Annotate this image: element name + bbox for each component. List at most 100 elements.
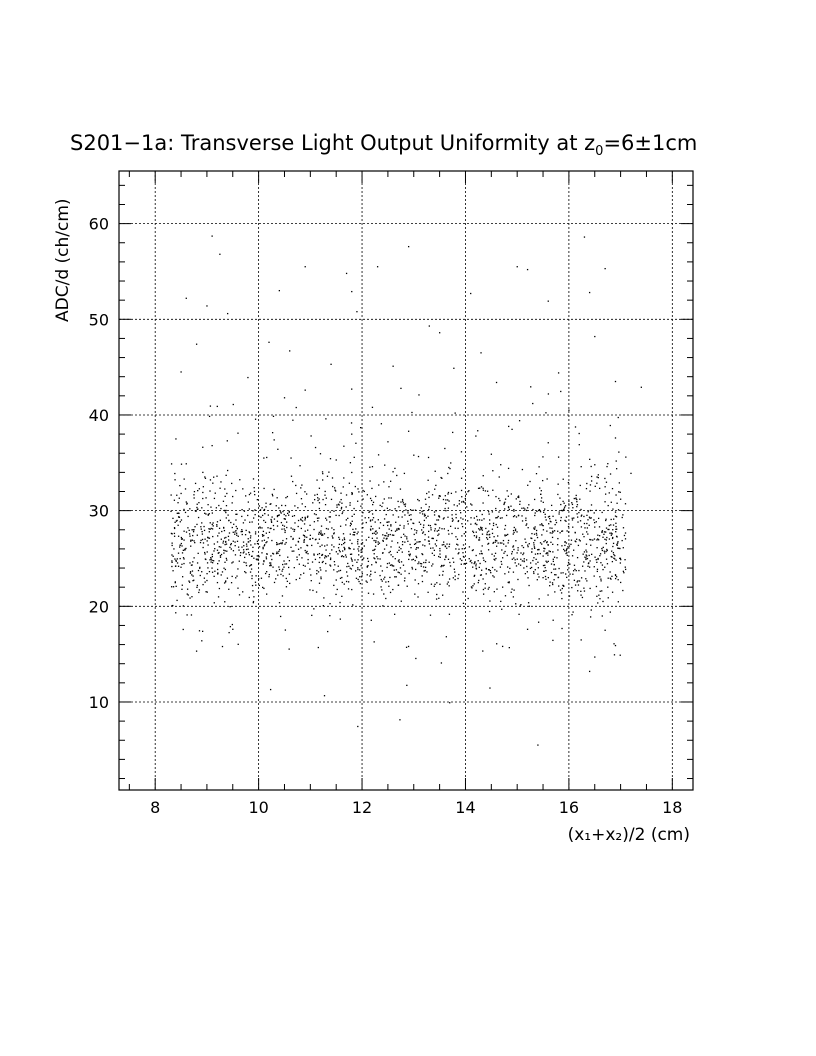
data-point: [594, 526, 596, 528]
data-point: [280, 542, 282, 544]
data-point: [270, 562, 272, 564]
data-point: [241, 508, 243, 511]
data-point: [468, 558, 470, 560]
data-point: [295, 406, 297, 409]
data-point: [449, 702, 451, 704]
data-point: [250, 535, 252, 537]
data-point: [270, 555, 272, 557]
data-point: [413, 522, 415, 525]
data-point: [533, 546, 536, 548]
data-point: [475, 565, 477, 567]
data-point: [190, 539, 192, 541]
data-point: [588, 670, 591, 673]
data-point: [237, 432, 239, 434]
data-point: [329, 458, 332, 460]
data-point: [404, 541, 406, 543]
data-point: [422, 526, 425, 529]
data-point: [387, 441, 389, 443]
data-point: [514, 529, 517, 532]
data-point: [360, 505, 362, 507]
data-point: [171, 565, 173, 568]
y-tick-label: 40: [89, 406, 109, 425]
data-point: [219, 519, 222, 521]
data-point: [401, 551, 403, 553]
data-point: [247, 514, 249, 517]
data-point: [244, 534, 247, 536]
data-point: [424, 539, 426, 541]
data-point: [480, 550, 482, 552]
data-point: [407, 510, 409, 512]
data-point: [259, 526, 261, 528]
data-point: [544, 548, 546, 550]
data-point: [396, 510, 398, 512]
data-point: [617, 547, 619, 549]
data-point: [557, 372, 560, 374]
data-point: [500, 560, 502, 563]
data-point: [328, 471, 330, 473]
data-point: [553, 530, 556, 532]
data-point: [189, 597, 191, 599]
data-point: [480, 528, 482, 530]
data-point: [325, 497, 327, 499]
data-point: [333, 569, 335, 571]
data-point: [546, 530, 548, 532]
data-point: [421, 575, 423, 577]
data-point: [194, 541, 196, 544]
data-point: [496, 570, 498, 572]
data-point: [588, 291, 591, 294]
data-point: [196, 503, 198, 505]
data-point: [441, 574, 444, 576]
data-point: [304, 506, 307, 508]
data-point: [533, 557, 535, 559]
data-point: [440, 662, 443, 664]
data-point: [184, 548, 186, 550]
data-point: [320, 530, 322, 532]
data-point: [357, 488, 359, 490]
data-point: [352, 534, 354, 536]
data-point: [362, 558, 364, 561]
data-point: [450, 492, 453, 495]
data-point: [329, 521, 331, 523]
data-point: [304, 565, 306, 567]
data-point: [179, 484, 181, 487]
data-point: [610, 501, 612, 503]
data-point: [617, 541, 619, 543]
data-point: [179, 546, 181, 548]
data-point: [181, 563, 183, 565]
data-point: [467, 490, 469, 493]
data-point: [443, 564, 445, 567]
data-point: [537, 621, 540, 623]
data-point: [448, 578, 451, 580]
data-point: [547, 393, 550, 395]
data-point: [511, 551, 514, 553]
data-point: [329, 564, 331, 566]
data-point: [380, 423, 383, 425]
data-point: [338, 536, 340, 539]
data-point: [321, 553, 324, 556]
data-point: [202, 542, 205, 544]
data-point: [394, 530, 397, 532]
data-point: [282, 563, 284, 566]
data-point: [423, 513, 426, 515]
data-point: [429, 524, 432, 527]
x-tick-label: 16: [559, 798, 579, 817]
data-point: [357, 500, 359, 502]
data-point: [610, 578, 612, 580]
data-point: [548, 515, 551, 518]
data-point: [344, 554, 347, 556]
data-point: [550, 563, 553, 565]
data-point: [448, 500, 450, 502]
data-point: [442, 498, 445, 501]
data-point: [248, 531, 251, 534]
data-point: [188, 529, 190, 532]
data-point: [283, 518, 285, 520]
data-point: [207, 513, 209, 516]
data-point: [218, 504, 220, 507]
data-point: [241, 546, 243, 548]
data-point: [398, 572, 401, 574]
data-point: [438, 515, 440, 517]
data-point: [525, 559, 528, 561]
data-point: [239, 479, 241, 481]
data-point: [257, 554, 260, 557]
data-point: [605, 542, 607, 545]
